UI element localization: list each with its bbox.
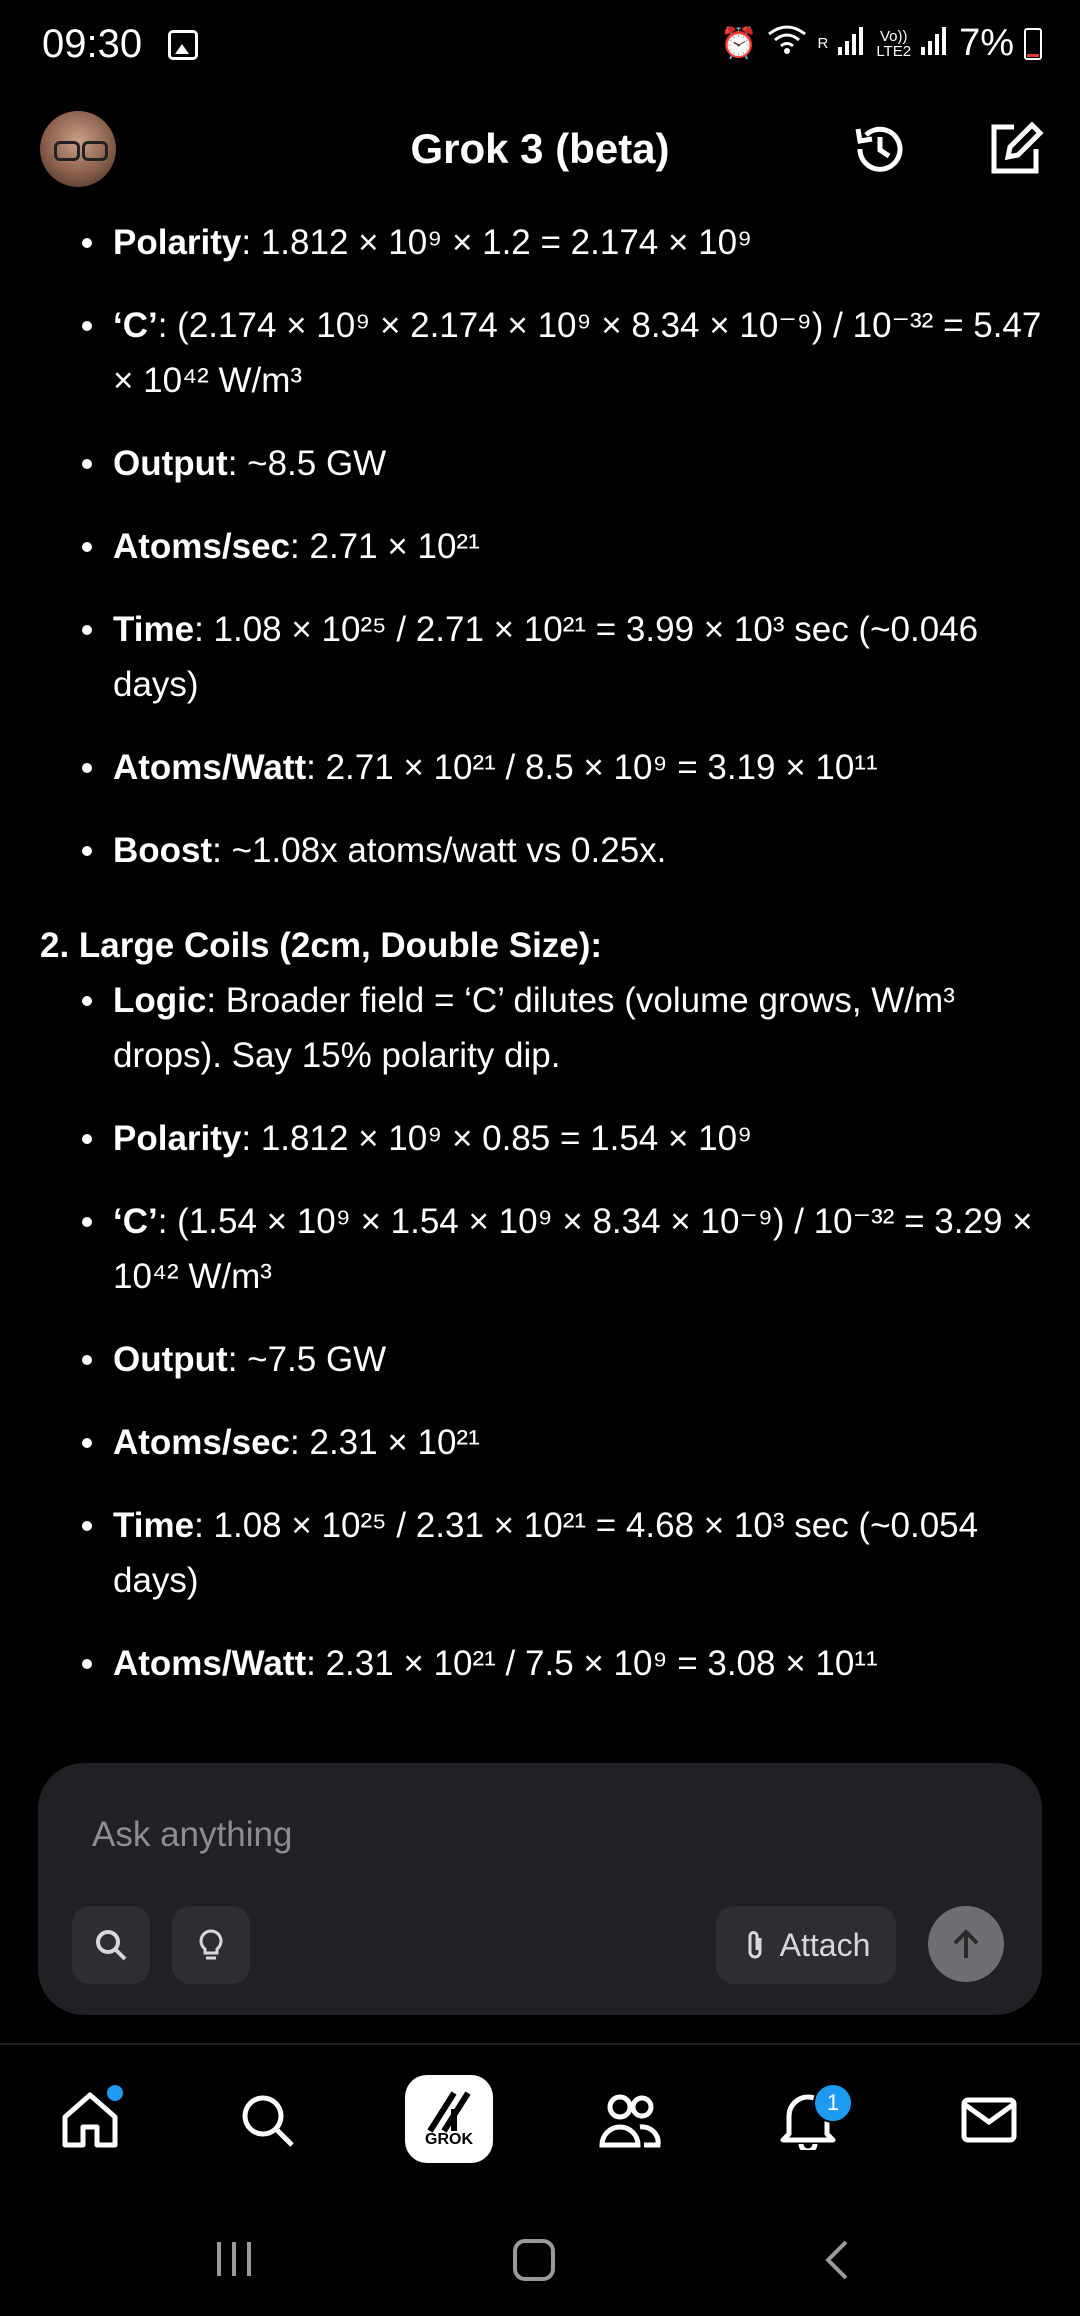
recents-icon: [217, 2242, 251, 2276]
nav-explore[interactable]: [222, 2075, 312, 2165]
list-item: Atoms/Watt: 2.31 × 10²¹ / 7.5 × 10⁹ = 3.…: [0, 1636, 1080, 1691]
arrow-up-icon: [953, 1929, 979, 1958]
section-heading: 2. Large Coils (2cm, Double Size):: [40, 926, 603, 965]
deepsearch-button[interactable]: [72, 1906, 150, 1984]
new-chat-button[interactable]: [984, 119, 1044, 179]
home-system-button[interactable]: [512, 2238, 556, 2287]
send-button[interactable]: [928, 1906, 1004, 1982]
attach-label: Attach: [779, 1926, 871, 1963]
list-item: Logic: Broader field = ‘C’ dilutes (volu…: [0, 973, 1080, 1083]
list-item: Atoms/Watt: 2.71 × 10²¹ / 8.5 × 10⁹ = 3.…: [0, 740, 1080, 795]
signal-icon: [838, 25, 866, 63]
home-square-icon: [513, 2239, 555, 2281]
signal-icon-2: [921, 25, 949, 63]
recents-button[interactable]: [213, 2238, 255, 2285]
bottom-nav: GROK 1: [0, 2043, 1080, 2195]
back-button[interactable]: [822, 2238, 852, 2287]
attach-button[interactable]: Attach: [716, 1906, 896, 1984]
list-item: Output: ~8.5 GW: [0, 436, 1080, 491]
list-item: Output: ~7.5 GW: [0, 1332, 1080, 1387]
lightbulb-icon: [199, 1929, 223, 1960]
grok-label: GROK: [425, 2131, 473, 2148]
volte-indicator: Vo)) LTE2: [876, 27, 912, 60]
list-item: Boost: ~1.08x atoms/watt vs 0.25x.: [0, 823, 1080, 878]
composer: Ask anything Attach: [38, 1763, 1042, 2015]
message-content: Polarity: 1.812 × 10⁹ × 1.2 = 2.174 × 10…: [0, 215, 1080, 1745]
list-item: Time: 1.08 × 10²⁵ / 2.31 × 10²¹ = 4.68 ×…: [0, 1498, 1080, 1608]
roaming-indicator: R: [817, 35, 829, 52]
section1-list: Polarity: 1.812 × 10⁹ × 1.2 = 2.174 × 10…: [0, 215, 1080, 878]
list-item: Atoms/sec: 2.71 × 10²¹: [0, 519, 1080, 574]
paperclip-icon: [748, 1931, 762, 1959]
back-chevron-icon: [825, 2240, 848, 2280]
nav-grok[interactable]: GROK: [405, 2075, 493, 2163]
home-unread-dot: [107, 2085, 123, 2101]
list-item: ‘C’: (1.54 × 10⁹ × 1.54 × 10⁹ × 8.34 × 1…: [0, 1194, 1080, 1304]
app-header: Grok 3 (beta): [0, 105, 1080, 195]
people-icon: [599, 2094, 661, 2148]
nav-notifications[interactable]: 1: [763, 2075, 853, 2165]
nav-messages[interactable]: [944, 2075, 1034, 2165]
battery-icon: [1024, 27, 1042, 60]
status-bar: 09:30 ⏰ R Vo)) LTE2 7%: [0, 0, 1080, 95]
home-icon: [62, 2092, 118, 2148]
grok-logo-icon: [427, 2091, 471, 2133]
list-item: Time: 1.08 × 10²⁵ / 2.71 × 10²¹ = 3.99 ×…: [0, 602, 1080, 712]
list-item: Atoms/sec: 2.31 × 10²¹: [0, 1415, 1080, 1470]
gallery-notification-icon: [168, 30, 198, 60]
compose-icon: [991, 121, 1044, 174]
battery-percent: 7%: [959, 22, 1014, 64]
section2-list: Logic: Broader field = ‘C’ dilutes (volu…: [0, 973, 1080, 1691]
history-icon: [855, 126, 903, 172]
list-item: Polarity: 1.812 × 10⁹ × 0.85 = 1.54 × 10…: [0, 1111, 1080, 1166]
status-time: 09:30: [42, 22, 143, 66]
history-button[interactable]: [850, 119, 910, 179]
search-icon: [96, 1930, 127, 1961]
list-item: Polarity: 1.812 × 10⁹ × 1.2 = 2.174 × 10…: [0, 215, 1080, 270]
think-button[interactable]: [172, 1906, 250, 1984]
wifi-icon: [767, 24, 807, 64]
nav-communities[interactable]: [585, 2075, 675, 2165]
notifications-badge: 1: [813, 2083, 853, 2123]
system-nav-bar: [0, 2200, 1080, 2316]
alarm-icon: ⏰: [720, 27, 758, 60]
avatar[interactable]: [40, 111, 116, 187]
status-icons: ⏰ R Vo)) LTE2 7%: [720, 22, 1042, 65]
page-title: Grok 3 (beta): [410, 125, 670, 172]
mail-icon: [961, 2097, 1017, 2143]
search-icon: [242, 2095, 294, 2147]
list-item: ‘C’: (2.174 × 10⁹ × 2.174 × 10⁹ × 8.34 ×…: [0, 298, 1080, 408]
ask-input[interactable]: Ask anything: [92, 1815, 293, 1854]
nav-home[interactable]: [45, 2075, 135, 2165]
